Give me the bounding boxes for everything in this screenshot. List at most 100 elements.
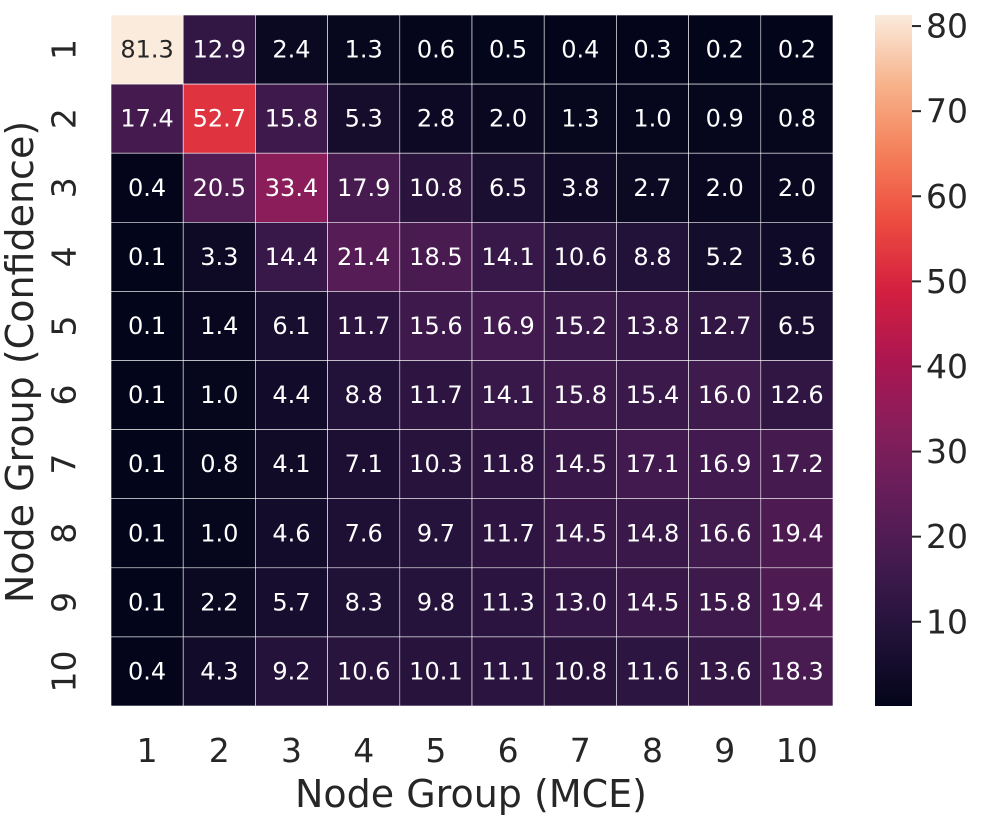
heatmap-cell-r7-c4	[327, 429, 401, 500]
cell-value-label: 19.4	[770, 588, 823, 616]
cell-value-label: 7.1	[345, 450, 383, 478]
heatmap-cell-r8-c8	[616, 498, 689, 569]
cell-value-label: 11.7	[409, 381, 462, 409]
heatmap-cell-r10-c9	[688, 636, 762, 707]
heatmap-cell-r10-c4	[327, 636, 401, 707]
y-tick-label: 7	[45, 454, 84, 475]
cell-value-label: 16.0	[698, 381, 751, 409]
heatmap-cell-r1-c5	[399, 14, 473, 85]
heatmap-cell-r9-c8	[616, 567, 689, 638]
cell-value-label: 7.6	[345, 519, 383, 547]
cell-value-label: 15.8	[698, 588, 751, 616]
cell-value-label: 0.8	[778, 105, 816, 133]
cell-value-label: 0.6	[417, 36, 455, 64]
heatmap-cell-r2-c7	[543, 83, 617, 154]
heatmap-cell-r8-c7	[543, 498, 617, 569]
heatmap-cell-r4-c10	[760, 222, 834, 292]
heatmap-cell-r3-c8	[616, 152, 689, 223]
heatmap-cell-r7-c2	[182, 429, 256, 500]
heatmap-cell-r8-c9	[688, 498, 762, 569]
cell-value-label: 15.4	[626, 381, 679, 409]
y-tick-label: 3	[45, 177, 84, 198]
x-tick-label: 3	[281, 731, 302, 770]
cell-value-label: 2.7	[633, 174, 671, 202]
heatmap-cell-r7-c10	[760, 429, 834, 500]
cell-value-label: 6.5	[778, 312, 816, 340]
y-tick-label: 2	[45, 108, 84, 129]
cell-value-label: 6.1	[272, 312, 310, 340]
heatmap-cell-r5-c2	[182, 291, 256, 361]
cell-value-label: 0.1	[128, 312, 166, 340]
cell-value-label: 17.4	[120, 105, 173, 133]
heatmap-cell-r9-c9	[688, 567, 762, 638]
heatmap-cell-r1-c10	[760, 14, 834, 85]
colorbar-tick-label: 40	[926, 347, 968, 386]
cell-value-label: 0.1	[128, 519, 166, 547]
cell-value-label: 0.5	[489, 36, 527, 64]
heatmap-cell-r6-c6	[471, 360, 545, 430]
cell-value-label: 14.5	[554, 519, 607, 547]
heatmap-cell-r10-c5	[399, 636, 473, 707]
cell-value-label: 11.7	[337, 312, 390, 340]
cell-value-label: 12.9	[193, 36, 246, 64]
heatmap-cell-r6-c1	[110, 360, 184, 430]
cell-value-label: 17.2	[770, 450, 823, 478]
heatmap-cell-labels: 81.3 12.9 2.4 1.3 0.6 0.5 0.4 0.3 0.2 0.2 17.4 52.7…	[120, 36, 823, 686]
cell-value-label: 18.5	[409, 243, 462, 271]
heatmap-cell-r7-c1	[110, 429, 184, 500]
cell-value-label: 1.0	[200, 519, 238, 547]
heatmap-cell-r7-c7	[543, 429, 617, 500]
cell-value-label: 0.4	[128, 657, 166, 685]
cell-value-label: 0.9	[706, 105, 744, 133]
heatmap-cell-r10-c10	[760, 636, 834, 707]
cell-value-label: 4.4	[272, 381, 310, 409]
x-tick-label: 2	[209, 731, 230, 770]
cell-value-label: 11.6	[626, 657, 679, 685]
heatmap-cell-r2-c8	[616, 83, 689, 154]
heatmap-cell-r9-c3	[255, 567, 328, 638]
y-axis-label: Node Group (Confidence)	[0, 121, 42, 603]
cell-value-label: 5.7	[272, 588, 310, 616]
cell-value-label: 1.3	[561, 105, 599, 133]
heatmap-cell-r6-c3	[255, 360, 328, 430]
heatmap-cell-r7-c9	[688, 429, 762, 500]
heatmap-cell-r3-c2	[182, 152, 256, 223]
heatmap-cell-r4-c1	[110, 222, 184, 292]
heatmap-cell-r5-c8	[616, 291, 689, 361]
cell-value-label: 1.3	[345, 36, 383, 64]
cell-value-label: 18.3	[770, 657, 823, 685]
heatmap-cell-r4-c7	[543, 222, 617, 292]
x-tick-label: 7	[570, 731, 591, 770]
cell-value-label: 81.3	[120, 36, 173, 64]
x-axis-ticks: 1 2 3 4 5 6 7 8 9 10	[137, 731, 818, 770]
x-tick-label: 6	[498, 731, 519, 770]
heatmap-cell-r5-c9	[688, 291, 762, 361]
heatmap-cell-r2-c4	[327, 83, 401, 154]
heatmap-cell-r5-c5	[399, 291, 473, 361]
cell-value-label: 2.2	[200, 588, 238, 616]
cell-value-label: 1.4	[200, 312, 238, 340]
heatmap-cell-r8-c3	[255, 498, 328, 569]
heatmap-cell-r2-c9	[688, 83, 762, 154]
cell-value-label: 5.3	[345, 105, 383, 133]
cell-value-label: 2.4	[272, 36, 310, 64]
cell-value-label: 15.2	[554, 312, 607, 340]
x-axis-label: Node Group (MCE)	[295, 772, 647, 816]
heatmap-cell-r9-c6	[471, 567, 545, 638]
heatmap-cell-r2-c2	[182, 83, 256, 154]
heatmap-cell-r4-c9	[688, 222, 762, 292]
y-tick-label: 5	[45, 315, 84, 336]
heatmap-cell-r2-c5	[399, 83, 473, 154]
heatmap-cell-r4-c8	[616, 222, 689, 292]
cell-value-label: 11.1	[481, 657, 534, 685]
cell-value-label: 15.8	[554, 381, 607, 409]
heatmap-cell-r6-c7	[543, 360, 617, 430]
heatmap-cell-r5-c3	[255, 291, 328, 361]
cell-value-label: 0.4	[561, 36, 599, 64]
cell-value-label: 1.0	[200, 381, 238, 409]
cell-value-label: 16.9	[481, 312, 534, 340]
cell-value-label: 13.0	[554, 588, 607, 616]
heatmap-cell-r9-c7	[543, 567, 617, 638]
heatmap-cell-r8-c4	[327, 498, 401, 569]
